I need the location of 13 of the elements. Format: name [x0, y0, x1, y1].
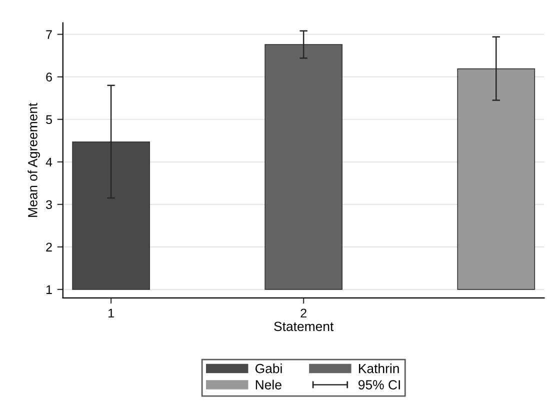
y-tick-label: 2 [46, 242, 52, 252]
text: 95% CI [358, 380, 400, 390]
y-tick-label: 7 [46, 30, 52, 39]
x-axis-title: Statement [274, 322, 334, 332]
y-tick-label: 6 [46, 72, 52, 82]
y-tick-label: 5 [46, 115, 52, 124]
y-tick-label: 1 [46, 285, 52, 294]
y-tick-label: 3 [46, 200, 52, 210]
legend-label: Gabi [255, 364, 282, 374]
legend-label: Nele [256, 380, 282, 390]
y-axis-title: Mean of Agreement [28, 102, 40, 217]
y-tick-label: 4 [46, 158, 52, 166]
legend-label: Kathrin [358, 364, 399, 374]
